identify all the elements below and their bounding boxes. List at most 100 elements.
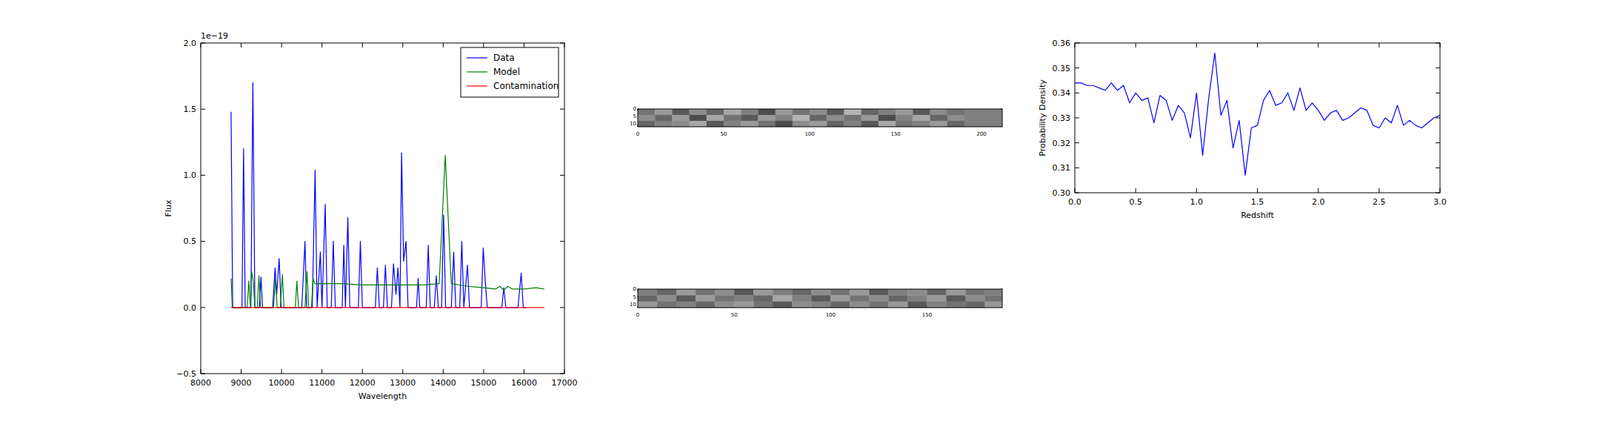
image-cell bbox=[826, 114, 845, 121]
y-tick bbox=[1435, 167, 1440, 169]
y-offset-label: 1e−19 bbox=[200, 31, 229, 41]
image-cell bbox=[676, 301, 696, 308]
image-cell bbox=[775, 120, 794, 127]
image-cell bbox=[965, 288, 986, 296]
image-cell bbox=[930, 120, 949, 127]
y-tick bbox=[200, 240, 206, 242]
x-tick bbox=[1257, 42, 1258, 48]
image-cell bbox=[637, 120, 656, 127]
y-tick-label: 10 bbox=[629, 120, 637, 127]
y-tick-label: 2.0 bbox=[183, 38, 198, 49]
image-cell bbox=[912, 120, 931, 127]
x-tick bbox=[1317, 188, 1319, 193]
image-cell bbox=[753, 288, 773, 296]
x-tick-label: 2.5 bbox=[1372, 197, 1386, 207]
y-tick bbox=[1074, 67, 1080, 69]
x-tick-label: 13000 bbox=[389, 377, 416, 388]
x-tick-label: 12000 bbox=[349, 377, 376, 388]
image-cell bbox=[637, 108, 656, 115]
series-line bbox=[231, 306, 545, 308]
line-chart: 0.00.51.01.52.02.53.00.300.310.320.330.3… bbox=[1037, 38, 1447, 220]
x-tick-label: 0.5 bbox=[1128, 197, 1143, 207]
image-cell bbox=[689, 120, 708, 127]
image-cell bbox=[706, 114, 725, 121]
image-cell bbox=[809, 108, 828, 115]
x-tick-label: 0.0 bbox=[1068, 197, 1082, 207]
image-cell bbox=[930, 108, 949, 115]
x-tick-label: 150 bbox=[922, 311, 932, 318]
y-tick-label: 0.30 bbox=[1052, 188, 1072, 198]
image-cell bbox=[907, 301, 927, 308]
image-cell bbox=[830, 294, 850, 302]
image-cell bbox=[895, 108, 914, 115]
y-tick-label: 0 bbox=[633, 105, 637, 112]
image-cell bbox=[734, 288, 754, 296]
image-cell bbox=[792, 114, 811, 121]
x-tick-label: 15000 bbox=[470, 377, 497, 388]
image-cell bbox=[695, 288, 715, 296]
y-axis-label: Probability Density bbox=[1037, 79, 1048, 157]
image-cell bbox=[671, 120, 690, 127]
x-tick bbox=[240, 42, 242, 48]
y-tick bbox=[1074, 117, 1080, 119]
image-cell bbox=[830, 288, 850, 296]
image-cell bbox=[965, 301, 986, 308]
x-tick-label: 3.0 bbox=[1433, 197, 1447, 207]
image-cell bbox=[723, 108, 742, 115]
image-cell bbox=[689, 114, 708, 121]
image-cell bbox=[964, 108, 1003, 115]
x-tick-label: 50 bbox=[731, 311, 738, 318]
y-tick bbox=[1435, 117, 1440, 119]
x-tick-label: 11000 bbox=[308, 377, 335, 388]
image-cell bbox=[706, 108, 725, 115]
image-frame bbox=[637, 288, 1003, 308]
image-cell bbox=[753, 294, 773, 302]
image-cell bbox=[637, 288, 658, 296]
x-tick-label: 100 bbox=[804, 131, 815, 138]
x-tick-label: 1.0 bbox=[1190, 197, 1204, 207]
x-tick bbox=[321, 368, 323, 374]
y-tick bbox=[200, 174, 206, 176]
x-tick-label: 8000 bbox=[190, 377, 212, 388]
image-cell bbox=[809, 114, 828, 121]
image-cell bbox=[671, 108, 690, 115]
x-tick-label: 17000 bbox=[551, 377, 578, 388]
x-tick bbox=[482, 42, 484, 48]
image-cell bbox=[792, 108, 811, 115]
plot-frame bbox=[200, 42, 565, 374]
image-cell bbox=[671, 114, 690, 121]
image-cell bbox=[654, 114, 673, 121]
figure: 8000900010000110001200013000140001500016… bbox=[0, 0, 1600, 427]
image-cell bbox=[757, 108, 776, 115]
x-tick-label: 9000 bbox=[231, 377, 252, 388]
x-axis-label: Redshift bbox=[1240, 210, 1275, 220]
image-chart: 0501001502000510 bbox=[629, 105, 1003, 138]
image-cell bbox=[654, 120, 673, 127]
x-tick bbox=[1196, 42, 1198, 48]
x-tick bbox=[362, 368, 363, 374]
image-cell bbox=[843, 108, 862, 115]
image-cell bbox=[830, 301, 850, 308]
y-tick bbox=[200, 108, 206, 110]
y-tick bbox=[560, 108, 565, 110]
x-tick-label: 0 bbox=[636, 131, 640, 138]
image-cell bbox=[772, 301, 792, 308]
x-tick-label: 2.0 bbox=[1311, 197, 1326, 207]
image-cell bbox=[740, 108, 759, 115]
y-tick-label: 1.5 bbox=[183, 104, 198, 115]
y-tick-label: 5 bbox=[633, 113, 637, 120]
x-tick-label: 14000 bbox=[430, 377, 457, 388]
image-cell bbox=[947, 114, 966, 121]
y-tick bbox=[1074, 92, 1080, 94]
image-cell bbox=[723, 120, 742, 127]
image-cell bbox=[985, 301, 1003, 308]
x-tick bbox=[442, 368, 444, 374]
image-cell bbox=[723, 114, 742, 121]
y-tick-label: 10 bbox=[629, 301, 637, 308]
image-cell bbox=[868, 288, 889, 296]
y-tick-label: −0.5 bbox=[176, 368, 197, 379]
x-axis-label: Wavelength bbox=[358, 391, 407, 401]
image-cell bbox=[775, 108, 794, 115]
y-tick bbox=[1074, 167, 1080, 169]
legend: DataModelContamination bbox=[460, 47, 559, 98]
